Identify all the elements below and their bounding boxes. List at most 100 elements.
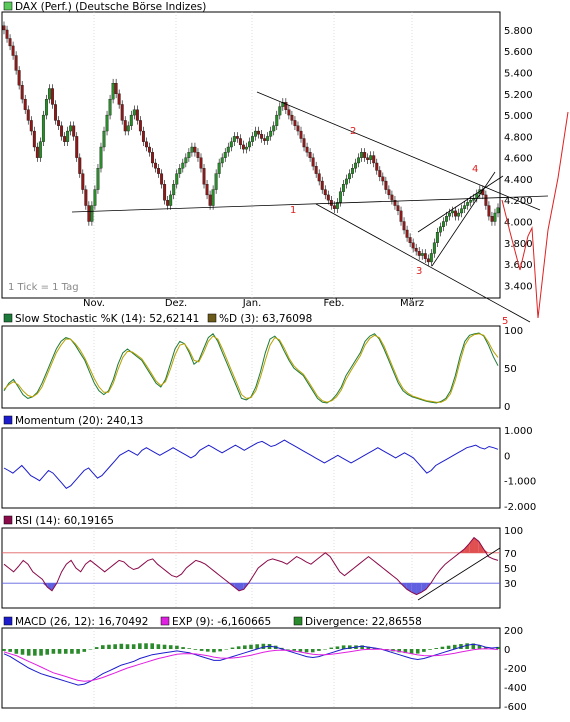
candle-body — [220, 157, 224, 164]
candle-body — [423, 253, 427, 259]
candle-body — [51, 88, 54, 105]
candle-body — [308, 152, 312, 158]
momentum-y-axis: 1.000 0 -1.000 -2.000 — [504, 426, 536, 513]
divergence-bar — [255, 644, 259, 649]
macd-lines — [3, 643, 499, 686]
divergence-bar — [310, 649, 315, 653]
momentum-panel: Momentum (20): 240,13 1.000 0 -1.000 -2.000 — [1, 415, 536, 513]
candle-body — [144, 141, 148, 148]
candle-body — [451, 210, 454, 214]
candle-body — [226, 146, 230, 153]
candle-body — [299, 130, 303, 139]
candle-body — [426, 258, 430, 263]
price-y-tick: 4.000 — [504, 218, 533, 229]
candle-body — [302, 138, 306, 148]
candle-body — [405, 229, 409, 238]
candle-body — [484, 194, 488, 206]
stochastic-legend: Slow Stochastic %K (14): 52,62141 %D (3)… — [3, 313, 312, 325]
candle-body — [429, 253, 433, 263]
y-tick: 0 — [504, 451, 510, 462]
divergence-bar — [8, 649, 12, 652]
candle-body — [432, 242, 436, 254]
candle-body — [8, 38, 12, 47]
macd-y-axis: 200 0 -200 -400 -600 — [504, 626, 527, 713]
candle-body — [17, 70, 21, 86]
divergence-bar — [63, 649, 68, 654]
momentum-swatch — [3, 415, 13, 425]
candle-body — [326, 194, 330, 201]
divergence-bar — [249, 644, 253, 649]
candle-body — [245, 146, 248, 150]
divergence-bar — [323, 649, 327, 650]
price-y-tick: 5.200 — [504, 90, 533, 101]
candle-body — [378, 170, 382, 177]
macd-panel-frame — [1, 627, 501, 709]
candle-body — [435, 232, 439, 243]
candle-body — [208, 194, 212, 206]
candle-body — [154, 162, 157, 169]
divergence-bar — [107, 644, 111, 649]
candle-body — [202, 168, 206, 185]
candle-body — [87, 205, 91, 222]
candle-body — [448, 212, 451, 217]
divergence-bar — [39, 649, 43, 656]
wedge-line-1 — [417, 175, 504, 233]
candle-body — [257, 130, 261, 135]
divergence-bar — [94, 647, 99, 649]
divergence-bar — [230, 647, 235, 649]
candle-body — [338, 191, 342, 203]
divergence-bar — [2, 649, 6, 651]
rsi-overbought-fill — [469, 537, 475, 553]
divergence-bar — [483, 647, 488, 649]
price-x-tick: Nov. — [83, 298, 105, 309]
rsi-legend: RSI (14): 60,19165 — [3, 515, 114, 527]
candle-body — [48, 88, 51, 100]
candle-body — [60, 125, 64, 137]
divergence-bar — [14, 649, 19, 654]
candle-body — [78, 157, 82, 174]
candle-body — [135, 109, 139, 121]
candle-body — [348, 173, 351, 180]
candle-body — [332, 205, 336, 209]
series-line-0 — [3, 536, 499, 596]
wave-label-1: 1 — [290, 205, 296, 216]
rsi-overbought-fill — [464, 543, 470, 553]
divergence-bar — [224, 649, 229, 650]
candle-body — [5, 29, 9, 39]
divergence-bar — [51, 649, 56, 654]
candle-body — [487, 205, 491, 217]
rsi-oversold-fill — [421, 583, 427, 593]
candle-body — [35, 146, 39, 158]
candle-body — [269, 130, 273, 137]
candle-body — [469, 200, 473, 203]
rsi-oversold-fill — [416, 583, 422, 595]
candle-body — [438, 226, 442, 233]
candle-body — [248, 141, 251, 148]
candle-body — [490, 216, 494, 222]
series-line-1 — [3, 333, 499, 403]
candle-body — [41, 114, 45, 142]
price-y-tick: 3.800 — [504, 239, 533, 250]
divergence-bar — [101, 645, 105, 649]
candle-body — [111, 83, 115, 100]
divergence-bar — [76, 649, 80, 654]
y-tick: -1.000 — [504, 477, 536, 488]
wedge-line-2 — [431, 171, 496, 267]
divergence-bar — [181, 647, 185, 649]
divergence-bar — [422, 649, 426, 652]
divergence-bar — [162, 644, 167, 649]
candle-body — [123, 120, 127, 132]
price-y-tick: 5.600 — [504, 47, 533, 58]
legend-swatch — [3, 1, 13, 11]
candle-body — [114, 83, 118, 94]
candle-body — [232, 136, 236, 142]
divergence-bar — [280, 647, 284, 649]
candle-body — [11, 45, 15, 56]
divergence-bar — [45, 649, 50, 655]
candle-body — [14, 55, 18, 71]
candle-body — [251, 136, 254, 142]
y-tick: 50 — [504, 364, 517, 375]
candle-body — [305, 146, 309, 153]
candle-body — [190, 146, 194, 153]
candle-body — [187, 152, 191, 158]
